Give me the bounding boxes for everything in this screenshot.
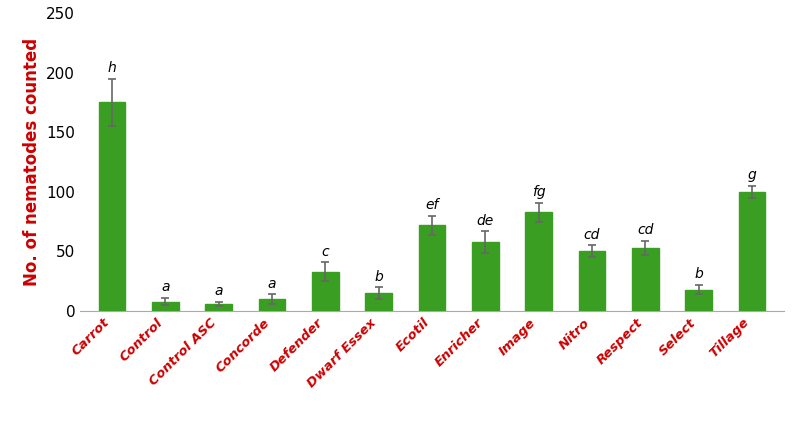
Text: c: c xyxy=(322,245,329,259)
Y-axis label: No. of nematodes counted: No. of nematodes counted xyxy=(22,38,41,286)
Bar xyxy=(526,212,552,311)
Bar xyxy=(258,299,286,311)
Text: cd: cd xyxy=(637,223,654,237)
Text: ef: ef xyxy=(426,198,438,212)
Bar xyxy=(632,248,658,311)
Text: g: g xyxy=(748,168,756,182)
Text: de: de xyxy=(477,213,494,228)
Text: fg: fg xyxy=(532,185,546,199)
Bar xyxy=(578,251,606,311)
Bar xyxy=(472,242,498,311)
Bar xyxy=(98,102,126,311)
Text: b: b xyxy=(694,267,703,281)
Bar xyxy=(312,272,338,311)
Text: h: h xyxy=(108,61,116,75)
Bar xyxy=(686,289,712,311)
Bar xyxy=(206,304,232,311)
Bar xyxy=(418,225,446,311)
Text: a: a xyxy=(268,277,276,291)
Text: b: b xyxy=(374,270,383,284)
Bar xyxy=(738,192,766,311)
Text: cd: cd xyxy=(584,228,600,242)
Bar xyxy=(152,302,178,311)
Text: a: a xyxy=(214,284,223,298)
Bar xyxy=(366,293,392,311)
Text: a: a xyxy=(161,280,170,294)
